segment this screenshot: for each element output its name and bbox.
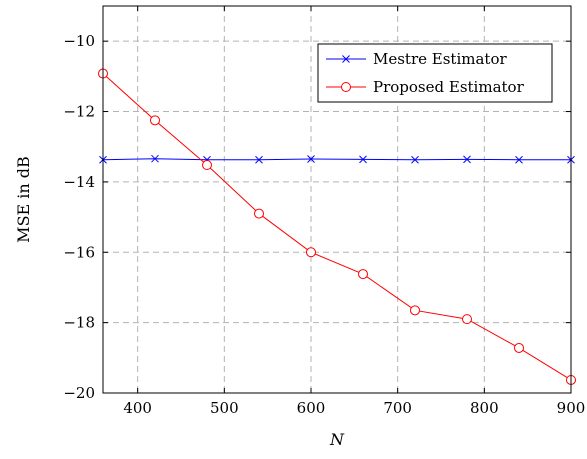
data-point-proposed — [306, 247, 316, 258]
marker-stroke — [463, 155, 471, 164]
legend-box — [317, 43, 553, 103]
marker-stroke — [411, 155, 419, 164]
x-tick-label: 400 — [123, 399, 152, 417]
x-tick-label: 500 — [210, 399, 239, 417]
marker-stroke — [515, 155, 523, 164]
y-tick-label: −12 — [63, 103, 95, 121]
series-layer — [98, 68, 576, 385]
x-tick-label: 600 — [297, 399, 326, 417]
y-tick-label: −14 — [63, 173, 95, 191]
data-point-proposed — [514, 342, 524, 353]
marker-stroke — [359, 155, 367, 164]
marker-stroke — [342, 55, 350, 63]
x-axis-label: N — [329, 430, 345, 449]
plot-frame — [102, 5, 572, 394]
legend-swatch-proposed — [326, 82, 366, 92]
series-line-proposed — [102, 73, 572, 381]
series-line-mestre — [102, 158, 571, 161]
x-tick-label: 700 — [383, 399, 412, 417]
marker-stroke — [151, 154, 159, 163]
tick-labels: 400 500 600 700 800 900 −20 −18 −16 −14 −12 −10 — [63, 32, 585, 417]
data-point-proposed — [410, 305, 420, 316]
y-tick-label: −18 — [63, 314, 95, 332]
marker-stroke — [255, 155, 263, 164]
data-point-mestre — [515, 155, 523, 164]
series-mestre — [99, 154, 575, 164]
legend: Mestre Estimator Proposed Estimator — [317, 43, 553, 103]
legend-label-mestre: Mestre Estimator — [373, 50, 507, 68]
legend-marker — [341, 82, 351, 92]
grid-lines — [103, 6, 572, 394]
data-point-proposed — [358, 269, 368, 280]
data-point-proposed — [462, 314, 472, 325]
data-point-proposed — [150, 115, 160, 126]
legend-swatch-mestre — [326, 55, 366, 63]
data-point-proposed — [202, 160, 212, 171]
legend-marker — [342, 55, 350, 63]
data-point-mestre — [255, 155, 263, 164]
y-tick-label: −16 — [63, 243, 95, 261]
legend-label-proposed: Proposed Estimator — [373, 78, 525, 96]
axis-ticks — [103, 6, 572, 394]
y-tick-label: −20 — [63, 384, 95, 402]
y-axis-label: MSE in dB — [14, 156, 33, 243]
data-point-mestre — [307, 155, 315, 163]
x-tick-label: 800 — [470, 399, 499, 417]
data-point-mestre — [463, 155, 471, 164]
y-tick-label: −10 — [63, 32, 95, 50]
x-tick-label: 900 — [557, 399, 586, 417]
data-point-mestre — [411, 155, 419, 164]
marker-stroke — [307, 155, 315, 163]
data-point-mestre — [151, 154, 159, 163]
data-point-mestre — [359, 155, 367, 164]
data-point-proposed — [254, 208, 264, 219]
